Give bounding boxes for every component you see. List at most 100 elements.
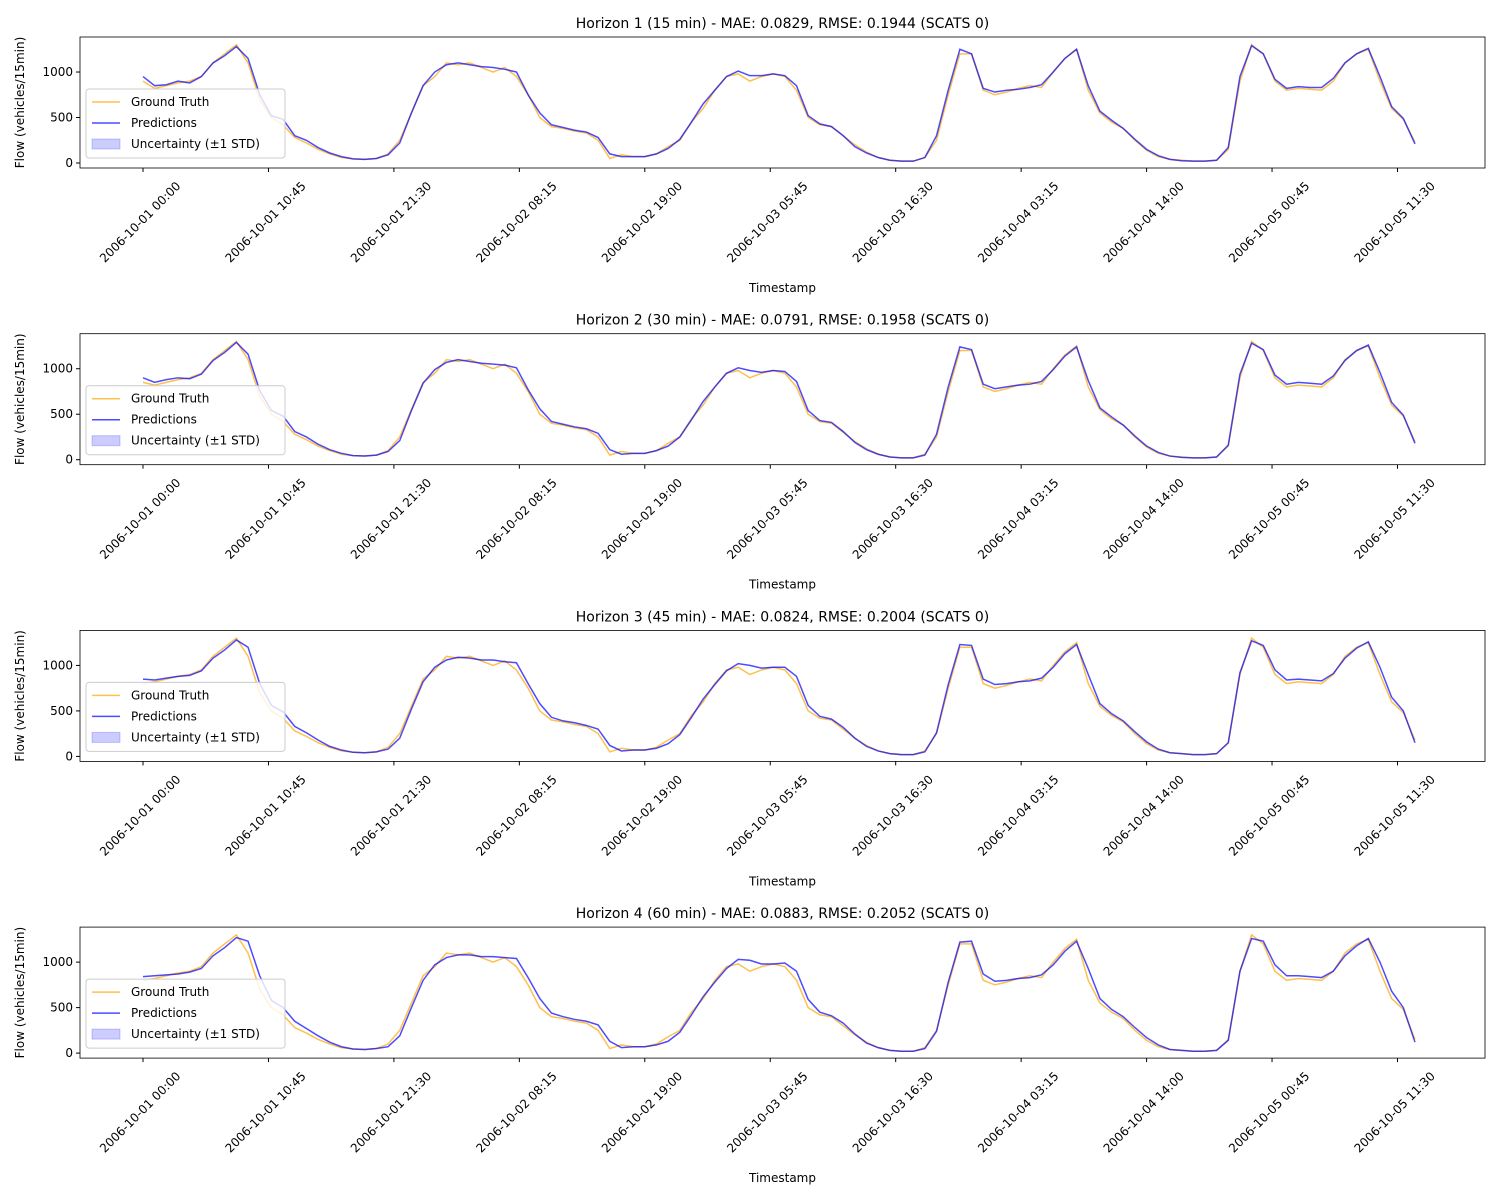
x-axis-label: Timestamp <box>748 281 816 295</box>
legend-box <box>85 978 286 1049</box>
x-tick-label: 2006-10-01 21:30 <box>348 1069 434 1155</box>
x-tick-label: 2006-10-03 05:45 <box>724 179 810 265</box>
series-line <box>142 341 1416 459</box>
x-tick-label: 2006-10-05 11:30 <box>1351 179 1437 265</box>
x-tick-label: 2006-10-05 11:30 <box>1351 1069 1437 1155</box>
subplot: Horizon 2 (30 min) - MAE: 0.0791, RMSE: … <box>13 313 1486 592</box>
legend-label: Uncertainty (±1 STD) <box>131 434 260 448</box>
x-tick-label: 2006-10-01 00:00 <box>97 179 183 265</box>
y-tick-label: 1000 <box>42 658 73 672</box>
legend: Ground Truth Predictions Uncertainty (±1 S… <box>85 978 286 1049</box>
legend-swatch <box>91 435 121 447</box>
x-tick-label: 2006-10-02 19:00 <box>599 1069 685 1155</box>
series-line <box>142 44 1416 162</box>
legend-label: Ground Truth <box>131 985 209 999</box>
x-tick-label: 2006-10-02 19:00 <box>599 772 685 858</box>
subplot: Horizon 4 (60 min) - MAE: 0.0883, RMSE: … <box>13 906 1486 1185</box>
x-tick-label: 2006-10-03 16:30 <box>850 772 936 858</box>
x-tick-label: 2006-10-05 00:45 <box>1226 1069 1312 1155</box>
y-tick-label: 500 <box>50 111 73 125</box>
legend-label: Predictions <box>131 116 197 130</box>
y-tick-label: 1000 <box>42 65 73 79</box>
x-tick-label: 2006-10-01 10:45 <box>222 1069 308 1155</box>
x-tick-label: 2006-10-03 16:30 <box>850 1069 936 1155</box>
legend-label: Uncertainty (±1 STD) <box>131 730 260 744</box>
y-axis-label: Flow (vehicles/15min) <box>13 630 27 762</box>
y-tick-label: 1000 <box>42 955 73 969</box>
legend-label: Ground Truth <box>131 392 209 406</box>
x-tick-label: 2006-10-02 08:15 <box>473 179 559 265</box>
x-tick-label: 2006-10-02 08:15 <box>473 476 559 562</box>
y-tick-label: 0 <box>65 749 73 763</box>
series-line <box>142 936 1416 1053</box>
y-axis-label: Flow (vehicles/15min) <box>13 37 27 169</box>
legend: Ground Truth Predictions Uncertainty (±1 S… <box>85 88 286 159</box>
x-axis-label: Timestamp <box>748 578 816 592</box>
y-tick-label: 1000 <box>42 362 73 376</box>
x-tick-label: 2006-10-01 21:30 <box>348 772 434 858</box>
x-tick-label: 2006-10-04 14:00 <box>1101 476 1187 562</box>
x-tick-label: 2006-10-03 16:30 <box>850 476 936 562</box>
x-tick-label: 2006-10-03 05:45 <box>724 1069 810 1155</box>
x-tick-label: 2006-10-05 11:30 <box>1351 476 1437 562</box>
legend-label: Ground Truth <box>131 95 209 109</box>
legend-swatch <box>91 1028 121 1040</box>
x-tick-label: 2006-10-04 03:15 <box>975 179 1061 265</box>
legend-box <box>85 681 286 752</box>
x-tick-label: 2006-10-05 00:45 <box>1226 476 1312 562</box>
y-axis-label: Flow (vehicles/15min) <box>13 927 27 1059</box>
series-line <box>142 43 1416 162</box>
x-tick-label: 2006-10-02 19:00 <box>599 476 685 562</box>
x-tick-label: 2006-10-03 16:30 <box>850 179 936 265</box>
x-tick-label: 2006-10-04 03:15 <box>975 476 1061 562</box>
x-tick-label: 2006-10-03 05:45 <box>724 772 810 858</box>
x-tick-label: 2006-10-01 10:45 <box>222 772 308 858</box>
x-tick-label: 2006-10-05 00:45 <box>1226 772 1312 858</box>
legend-label: Uncertainty (±1 STD) <box>131 1027 260 1041</box>
legend-label: Predictions <box>131 709 197 723</box>
legend: Ground Truth Predictions Uncertainty (±1 S… <box>85 385 286 456</box>
x-tick-label: 2006-10-03 05:45 <box>724 476 810 562</box>
x-tick-label: 2006-10-01 00:00 <box>97 772 183 858</box>
x-tick-label: 2006-10-04 14:00 <box>1101 772 1187 858</box>
x-tick-label: 2006-10-02 08:15 <box>473 1069 559 1155</box>
x-tick-label: 2006-10-02 08:15 <box>473 772 559 858</box>
series-line <box>142 639 1416 756</box>
x-tick-label: 2006-10-01 21:30 <box>348 476 434 562</box>
x-tick-label: 2006-10-04 14:00 <box>1101 1069 1187 1155</box>
x-tick-label: 2006-10-04 03:15 <box>975 1069 1061 1155</box>
axes-frame <box>79 333 1486 466</box>
legend-box <box>85 88 286 159</box>
x-tick-label: 2006-10-01 10:45 <box>222 476 308 562</box>
series-line <box>142 340 1416 459</box>
y-tick-label: 500 <box>50 704 73 718</box>
legend-label: Predictions <box>131 413 197 427</box>
x-tick-label: 2006-10-01 21:30 <box>348 179 434 265</box>
x-tick-label: 2006-10-04 03:15 <box>975 772 1061 858</box>
x-tick-label: 2006-10-02 19:00 <box>599 179 685 265</box>
legend-swatch <box>91 731 121 743</box>
axes-frame <box>79 630 1486 762</box>
subplot: Horizon 1 (15 min) - MAE: 0.0829, RMSE: … <box>13 16 1486 295</box>
x-tick-label: 2006-10-01 00:00 <box>97 476 183 562</box>
x-tick-label: 2006-10-01 00:00 <box>97 1069 183 1155</box>
subplot: Horizon 3 (45 min) - MAE: 0.0824, RMSE: … <box>13 609 1486 888</box>
x-tick-label: 2006-10-05 11:30 <box>1351 772 1437 858</box>
x-axis-label: Timestamp <box>748 1171 816 1185</box>
subplot-title: Horizon 2 (30 min) - MAE: 0.0791, RMSE: … <box>576 313 989 329</box>
x-tick-label: 2006-10-04 14:00 <box>1101 179 1187 265</box>
subplot-title: Horizon 3 (45 min) - MAE: 0.0824, RMSE: … <box>576 609 989 625</box>
legend-label: Predictions <box>131 1006 197 1020</box>
series-line <box>142 636 1416 756</box>
x-tick-label: 2006-10-05 00:45 <box>1226 179 1312 265</box>
axes-frame <box>79 926 1486 1059</box>
axes-frame <box>79 36 1486 169</box>
x-axis-label: Timestamp <box>748 874 816 888</box>
y-tick-label: 500 <box>50 407 73 421</box>
y-tick-label: 500 <box>50 1001 73 1015</box>
legend-label: Uncertainty (±1 STD) <box>131 137 260 151</box>
y-tick-label: 0 <box>65 453 73 467</box>
legend-box <box>85 385 286 456</box>
legend-swatch <box>91 138 121 150</box>
